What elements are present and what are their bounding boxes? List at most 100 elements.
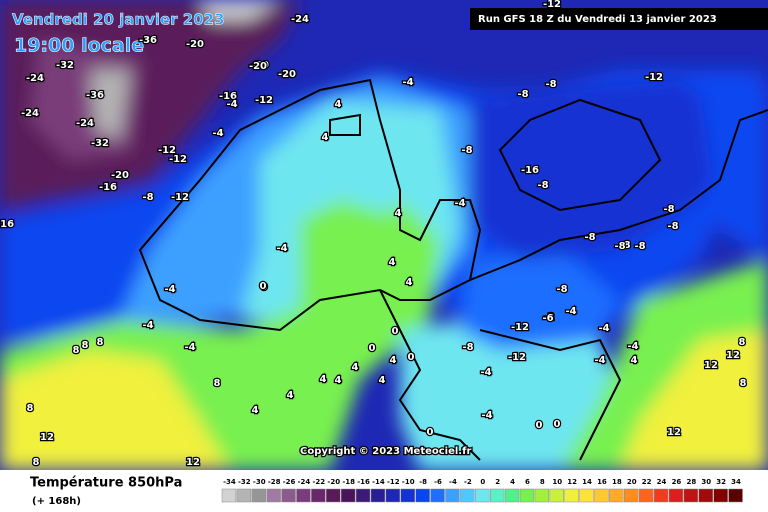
scale-swatch	[326, 488, 341, 503]
scale-label: -6	[434, 478, 442, 486]
scale-swatch	[698, 488, 713, 503]
contour-label: 12	[726, 350, 740, 361]
scale-label: 34	[731, 478, 741, 486]
contour-label: 4	[322, 132, 329, 143]
contour-label: -12	[508, 352, 526, 363]
contour-label: -4	[594, 355, 605, 366]
contour-label: -8	[462, 342, 473, 353]
scale-swatch	[638, 488, 654, 503]
scale-label: 18	[612, 478, 622, 486]
scale-swatch	[564, 488, 579, 503]
contour-label: 4	[406, 277, 413, 288]
contour-label: 0	[392, 326, 399, 337]
contour-label: 0	[408, 352, 415, 363]
scale-label: -12	[387, 478, 400, 486]
scale-label: 20	[627, 478, 637, 486]
contour-label: -24	[26, 73, 44, 84]
contour-label: 12	[704, 360, 718, 371]
contour-label: 0	[536, 420, 543, 431]
contour-label: -12	[645, 72, 663, 83]
contour-label: -16	[99, 182, 117, 193]
contour-label: 8	[33, 457, 40, 468]
contour-label: -8	[663, 204, 674, 215]
scale-label: -26	[283, 478, 296, 486]
contour-label: 4	[287, 390, 294, 401]
contour-label: 12	[186, 457, 200, 468]
scale-label: 12	[567, 478, 577, 486]
scale-label: 30	[701, 478, 711, 486]
contour-label: 0	[369, 343, 376, 354]
contour-label: -8	[461, 145, 472, 156]
time-text: 19:00 locale	[14, 35, 144, 57]
scale-swatch	[296, 488, 311, 503]
contour-label: 0	[427, 427, 434, 438]
contour-label: 8	[27, 403, 34, 414]
contour-label: -16	[0, 219, 14, 230]
contour-label: 4	[252, 405, 259, 416]
scale-swatch	[236, 488, 252, 503]
scale-label: 2	[495, 478, 500, 486]
contour-label: 4	[395, 208, 402, 219]
scale-swatch	[624, 488, 639, 503]
contour-label: 12	[667, 427, 681, 438]
contour-label: 8	[740, 378, 747, 389]
scale-swatch	[266, 488, 281, 503]
run-box	[470, 8, 768, 30]
contour-label: -6	[542, 313, 553, 324]
contour-label: -4	[164, 284, 175, 295]
scale-label: 32	[716, 478, 726, 486]
contour-label: -4	[480, 367, 491, 378]
contour-label: -8	[142, 192, 153, 203]
contour-label: 4	[390, 355, 397, 366]
contour-label: -8	[517, 89, 528, 100]
scale-label: 4	[510, 478, 515, 486]
scale-swatch	[504, 488, 520, 503]
scale-swatch	[534, 488, 550, 503]
contour-label: -12	[158, 145, 176, 156]
contour-label: 8	[73, 345, 80, 356]
scale-swatch	[683, 488, 699, 503]
contour-label: 8	[739, 337, 746, 348]
scale-swatch	[340, 488, 356, 503]
contour-label: -12	[543, 0, 561, 10]
scale-label: -14	[372, 478, 385, 486]
scale-swatch	[460, 488, 475, 503]
contour-label: -12	[169, 154, 187, 165]
legend-title: Température 850hPa	[30, 476, 182, 491]
scale-label: 24	[657, 478, 667, 486]
scale-label: -8	[419, 478, 427, 486]
scale-swatch	[713, 488, 728, 503]
scale-swatch	[445, 488, 460, 503]
contour-label: 8	[214, 378, 221, 389]
scale-label: -34	[223, 478, 236, 486]
contour-label: -36	[86, 90, 104, 101]
contour-label: 8	[97, 337, 104, 348]
scale-swatch	[251, 488, 266, 503]
contour-label: -12	[511, 322, 529, 333]
contour-label: 12	[40, 432, 54, 443]
contour-label: -4	[598, 323, 609, 334]
scale-label: 6	[525, 478, 530, 486]
scale-label: -4	[449, 478, 457, 486]
contour-label: -4	[184, 342, 195, 353]
contour-label: -4	[454, 198, 465, 209]
contour-label: -20	[249, 61, 267, 72]
legend-subtitle: (+ 168h)	[32, 496, 81, 507]
contour-label: -8	[545, 79, 556, 90]
contour-label: 4	[335, 375, 342, 386]
contour-label: -24	[291, 14, 309, 25]
scale-label: -24	[298, 478, 311, 486]
copyright: Copyright © 2023 Meteociel.fr	[300, 446, 471, 457]
contour-label: -4	[565, 306, 576, 317]
scale-label: 10	[552, 478, 562, 486]
scale-swatch	[653, 488, 669, 503]
contour-label: 4	[335, 99, 342, 110]
contour-label: -32	[56, 60, 74, 71]
contour-label: -4	[402, 77, 413, 88]
scale-swatch	[370, 488, 386, 503]
scale-label: -16	[357, 478, 370, 486]
contour-label: -8	[537, 180, 548, 191]
scale-swatch	[609, 488, 624, 503]
scale-label: 26	[672, 478, 682, 486]
contour-label: -4	[627, 341, 638, 352]
